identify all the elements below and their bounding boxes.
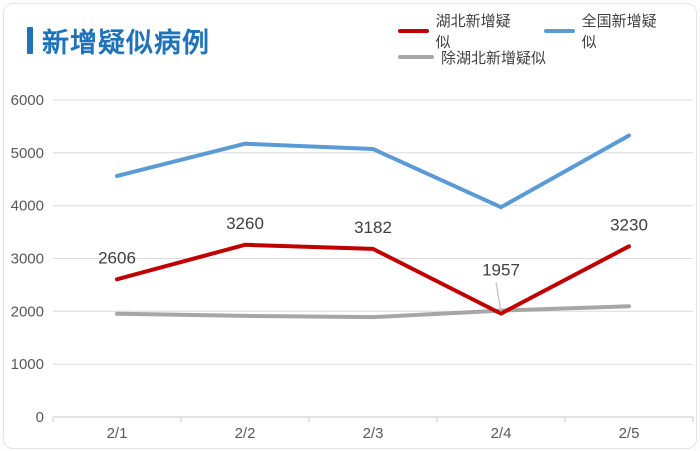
legend: 湖北新增疑似 全国新增疑似 除湖北新增疑似 [398,13,690,70]
series-line-1[interactable] [115,133,631,210]
y-axis-label: 0 [36,409,44,426]
title-accent-bar-icon [27,27,33,54]
data-label: 3182 [354,218,392,237]
y-axis-label: 1000 [11,356,44,373]
callout-leader-line [495,282,502,312]
legend-label: 全国新增疑似 [581,13,657,51]
legend-row-2: 除湖北新增疑似 [398,44,690,70]
legend-swatch-gray-icon [398,55,434,59]
legend-swatch-red-icon [398,29,429,33]
y-axis-label: 3000 [11,251,44,268]
y-axis-label: 2000 [11,303,44,320]
y-axis-label: 4000 [11,198,44,215]
y-axis-label: 5000 [11,145,44,162]
data-label: 2606 [98,248,136,267]
x-axis-label: 2/2 [235,425,256,442]
legend-swatch-blue-icon [544,29,575,33]
legend-item-hubei[interactable]: 湖北新增疑似 [398,10,512,52]
legend-row-1: 湖北新增疑似 全国新增疑似 [398,13,690,51]
legend-item-ex-hubei[interactable]: 除湖北新增疑似 [398,47,546,68]
card-background [3,3,697,449]
data-label: 1957 [482,261,520,280]
series-line-0[interactable] [115,242,631,316]
chart-title: 新增疑似病例 [42,28,210,58]
x-axis-label: 2/1 [107,425,128,442]
x-axis-label: 2/3 [363,425,384,442]
series-line-2[interactable] [115,304,631,320]
chart-title-block: 新增疑似病例 [27,21,210,60]
y-axis-label: 6000 [11,92,44,109]
legend-label: 除湖北新增疑似 [441,49,547,67]
x-axis-label: 2/4 [491,425,512,442]
data-label: 3230 [610,215,648,234]
legend-item-national[interactable]: 全国新增疑似 [544,10,658,52]
legend-label: 湖北新增疑似 [435,13,511,51]
data-label: 3260 [226,214,264,233]
x-axis-label: 2/5 [619,425,640,442]
